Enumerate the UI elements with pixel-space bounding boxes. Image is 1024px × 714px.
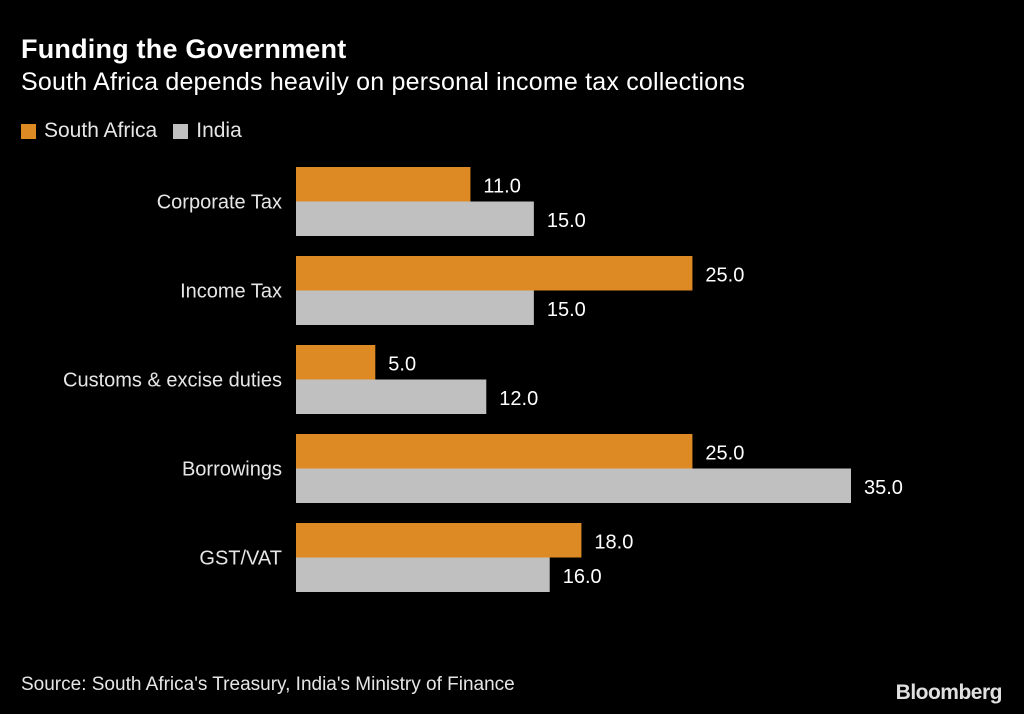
- bar-india: [296, 557, 550, 592]
- data-label: 18.0: [594, 531, 633, 553]
- data-label: 25.0: [705, 442, 744, 464]
- category-label: GST/VAT: [199, 548, 282, 570]
- chart-title: Funding the Government: [21, 34, 347, 64]
- chart-subtitle: South Africa depends heavily on personal…: [21, 68, 746, 96]
- category-label: Customs & excise duties: [63, 370, 282, 392]
- data-label: 15.0: [547, 210, 586, 232]
- source-note: Source: South Africa's Treasury, India's…: [21, 674, 515, 695]
- legend-label: India: [196, 119, 242, 142]
- legend: South Africa India: [21, 119, 258, 143]
- category-label: Income Tax: [180, 281, 282, 303]
- data-label: 12.0: [499, 388, 538, 410]
- data-label: 15.0: [547, 299, 586, 321]
- bar-india: [296, 379, 487, 414]
- category-label: Borrowings: [182, 459, 282, 481]
- bar-south-africa: [296, 167, 471, 202]
- data-label: 16.0: [563, 566, 602, 588]
- data-label: 25.0: [705, 264, 744, 286]
- bar-india: [296, 290, 534, 325]
- bar-south-africa: [296, 256, 693, 291]
- data-label: 35.0: [864, 477, 903, 499]
- bar-india: [296, 201, 534, 236]
- legend-item-india: India: [173, 119, 242, 143]
- bar-south-africa: [296, 523, 582, 558]
- data-label: 5.0: [388, 353, 416, 375]
- bar-india: [296, 468, 851, 503]
- legend-item-south-africa: South Africa: [21, 119, 157, 143]
- legend-label: South Africa: [44, 119, 158, 142]
- data-label: 11.0: [483, 175, 520, 197]
- legend-swatch-south-africa: [21, 123, 36, 139]
- legend-swatch-india: [173, 123, 189, 139]
- category-label: Corporate Tax: [157, 192, 282, 214]
- bar-south-africa: [296, 345, 376, 380]
- bloomberg-logo: Bloomberg: [895, 681, 1003, 704]
- bar-south-africa: [296, 434, 693, 469]
